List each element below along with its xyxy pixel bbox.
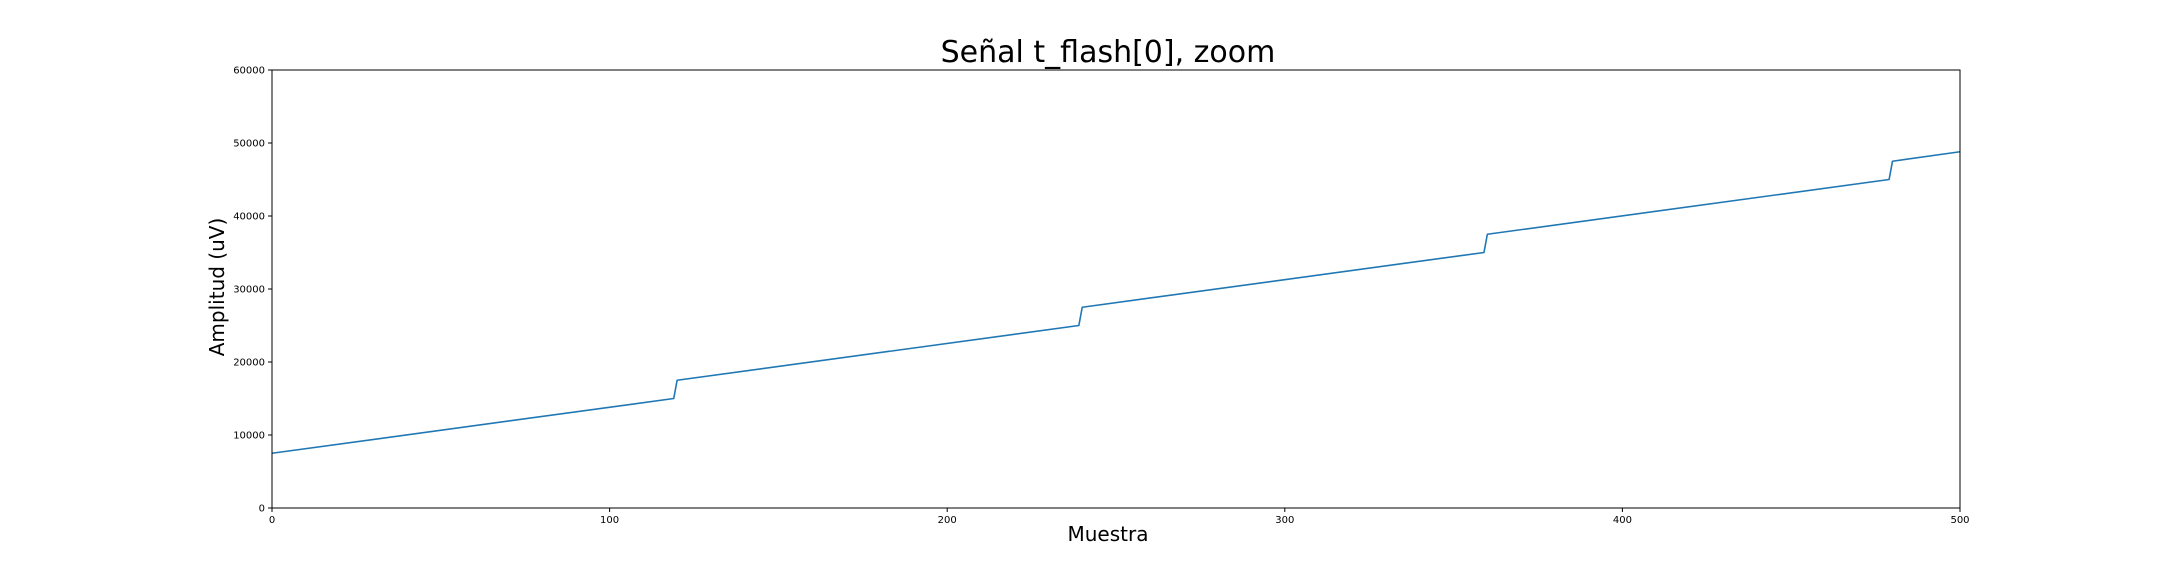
x-axis: 0 100 200 300 400 500 xyxy=(269,508,1970,526)
series-layer xyxy=(271,150,1961,455)
y-tick-label: 10000 xyxy=(233,431,265,442)
x-tick-label: 400 xyxy=(1613,515,1632,526)
series-line xyxy=(271,150,1961,455)
x-tick-label: 0 xyxy=(269,515,275,526)
y-tick-label: 40000 xyxy=(233,212,265,223)
x-axis-label: Muestra xyxy=(1068,522,1149,546)
y-axis: 0 10000 20000 30000 40000 50000 60000 xyxy=(233,66,272,515)
x-tick-label: 300 xyxy=(1275,515,1294,526)
y-tick-label: 20000 xyxy=(233,358,265,369)
x-tick-label: 100 xyxy=(600,515,619,526)
y-axis-label: Amplitud (uV) xyxy=(205,218,229,357)
y-tick-label: 30000 xyxy=(233,285,265,296)
y-tick-label: 0 xyxy=(259,504,265,515)
y-tick-label: 50000 xyxy=(233,139,265,150)
y-tick-label: 60000 xyxy=(233,66,265,77)
x-tick-label: 200 xyxy=(938,515,957,526)
chart-title: Señal t_flash[0], zoom xyxy=(941,35,1276,70)
x-tick-label: 500 xyxy=(1950,515,1969,526)
